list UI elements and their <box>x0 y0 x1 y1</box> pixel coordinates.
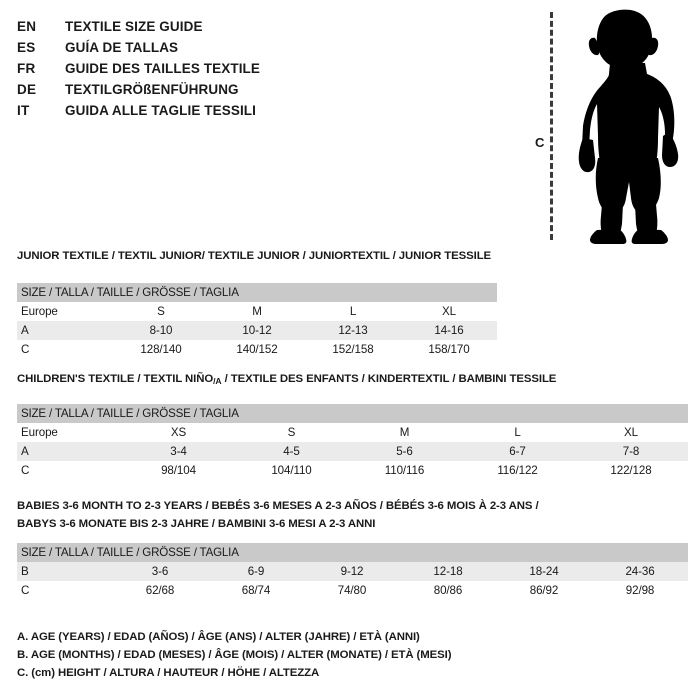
babies-section-heading-line2: BABYS 3-6 MONATE BIS 2-3 JAHRE / BAMBINI… <box>17 518 376 530</box>
babies-section-heading-line1: BABIES 3-6 MONTH TO 2-3 YEARS / BEBÉS 3-… <box>17 500 539 512</box>
language-title: GUIDE DES TAILLES TEXTILE <box>65 61 261 76</box>
table-row: Europe XS S M L XL <box>17 423 689 442</box>
table-cell: 3-4 <box>122 442 235 461</box>
table-cell: S <box>113 302 209 321</box>
row-label: C <box>17 340 113 359</box>
table-cell: 62/68 <box>112 581 208 600</box>
table-cell: 98/104 <box>122 461 235 480</box>
table-cell: 80/86 <box>400 581 496 600</box>
height-measurement-figure: C <box>505 4 700 244</box>
babies-size-bar-row: SIZE / TALLA / TAILLE / GRÖSSE / TAGLIA <box>17 543 689 562</box>
language-row-it: IT GUIDA ALLE TAGLIE TESSILI <box>17 103 357 124</box>
legend-row-b: B. AGE (MONTHS) / EDAD (MESES) / ÂGE (MO… <box>17 649 452 661</box>
babies-size-table: SIZE / TALLA / TAILLE / GRÖSSE / TAGLIA … <box>17 543 689 600</box>
table-cell: 158/170 <box>401 340 498 359</box>
height-dashed-line-icon <box>550 12 553 240</box>
children-size-table: SIZE / TALLA / TAILLE / GRÖSSE / TAGLIA … <box>17 404 689 480</box>
table-cell: 4-5 <box>235 442 348 461</box>
table-cell: 7-8 <box>574 442 689 461</box>
junior-size-bar-label: SIZE / TALLA / TAILLE / GRÖSSE / TAGLIA <box>17 283 498 302</box>
language-code: ES <box>17 40 36 55</box>
table-row: C 128/140 140/152 152/158 158/170 <box>17 340 498 359</box>
table-cell: L <box>305 302 401 321</box>
table-cell: 6-9 <box>208 562 304 581</box>
babies-size-bar-label: SIZE / TALLA / TAILLE / GRÖSSE / TAGLIA <box>17 543 689 562</box>
table-cell: 152/158 <box>305 340 401 359</box>
children-heading-part1: CHILDREN'S TEXTILE / TEXTIL NIÑO <box>17 373 214 385</box>
language-code: EN <box>17 19 37 34</box>
language-row-de: DE TEXTILGRÖßENFÜHRUNG <box>17 82 357 103</box>
table-row: A 3-4 4-5 5-6 6-7 7-8 <box>17 442 689 461</box>
table-cell: 110/116 <box>348 461 461 480</box>
children-section-heading: CHILDREN'S TEXTILE / TEXTIL NIÑO/A / TEX… <box>17 373 557 386</box>
table-cell: 128/140 <box>113 340 209 359</box>
children-heading-part2: / TEXTILE DES ENFANTS / KINDERTEXTIL / B… <box>221 373 557 385</box>
table-cell: 92/98 <box>592 581 689 600</box>
junior-size-bar-row: SIZE / TALLA / TAILLE / GRÖSSE / TAGLIA <box>17 283 498 302</box>
table-cell: 18-24 <box>496 562 592 581</box>
row-label: A <box>17 321 113 340</box>
row-label: C <box>17 581 112 600</box>
table-row: C 98/104 104/110 110/116 116/122 122/128 <box>17 461 689 480</box>
table-cell: 6-7 <box>461 442 574 461</box>
table-cell: 9-12 <box>304 562 400 581</box>
table-cell: 86/92 <box>496 581 592 600</box>
table-cell: 10-12 <box>209 321 305 340</box>
junior-section-heading: JUNIOR TEXTILE / TEXTIL JUNIOR/ TEXTILE … <box>17 250 492 262</box>
language-row-en: EN TEXTILE SIZE GUIDE <box>17 19 357 40</box>
table-cell: S <box>235 423 348 442</box>
table-row: C 62/68 68/74 74/80 80/86 86/92 92/98 <box>17 581 689 600</box>
table-cell: XL <box>401 302 498 321</box>
table-cell: 3-6 <box>112 562 208 581</box>
children-heading-subscript: /A <box>213 375 222 386</box>
language-title: GUIDA ALLE TAGLIE TESSILI <box>65 103 256 118</box>
junior-size-table: SIZE / TALLA / TAILLE / GRÖSSE / TAGLIA … <box>17 283 498 359</box>
table-cell: 14-16 <box>401 321 498 340</box>
table-cell: 12-18 <box>400 562 496 581</box>
language-code: FR <box>17 61 36 76</box>
language-row-es: ES GUÍA DE TALLAS <box>17 40 357 61</box>
table-row: Europe S M L XL <box>17 302 498 321</box>
language-code: DE <box>17 82 37 97</box>
table-cell: 8-10 <box>113 321 209 340</box>
table-cell: XS <box>122 423 235 442</box>
table-cell: 12-13 <box>305 321 401 340</box>
row-label: Europe <box>17 302 113 321</box>
table-cell: 140/152 <box>209 340 305 359</box>
row-label: A <box>17 442 122 461</box>
language-code: IT <box>17 103 30 118</box>
table-cell: 122/128 <box>574 461 689 480</box>
language-title: TEXTILGRÖßENFÜHRUNG <box>65 82 239 97</box>
children-size-bar-row: SIZE / TALLA / TAILLE / GRÖSSE / TAGLIA <box>17 404 689 423</box>
legend-row-a: A. AGE (YEARS) / EDAD (AÑOS) / ÂGE (ANS)… <box>17 631 420 643</box>
table-cell: XL <box>574 423 689 442</box>
legend-row-c: C. (cm) HEIGHT / ALTURA / HAUTEUR / HÖHE… <box>17 667 320 679</box>
measurement-legend: A. AGE (YEARS) / EDAD (AÑOS) / ÂGE (ANS)… <box>17 628 451 682</box>
table-row: A 8-10 10-12 12-13 14-16 <box>17 321 498 340</box>
table-cell: 68/74 <box>208 581 304 600</box>
table-cell: L <box>461 423 574 442</box>
language-title-block: EN TEXTILE SIZE GUIDE ES GUÍA DE TALLAS … <box>17 19 357 124</box>
table-cell: 116/122 <box>461 461 574 480</box>
language-title: GUÍA DE TALLAS <box>65 40 179 55</box>
table-cell: 74/80 <box>304 581 400 600</box>
toddler-silhouette-icon <box>578 9 679 244</box>
table-cell: M <box>209 302 305 321</box>
row-label: C <box>17 461 122 480</box>
language-row-fr: FR GUIDE DES TAILLES TEXTILE <box>17 61 357 82</box>
table-row: B 3-6 6-9 9-12 12-18 18-24 24-36 <box>17 562 689 581</box>
children-size-bar-label: SIZE / TALLA / TAILLE / GRÖSSE / TAGLIA <box>17 404 689 423</box>
table-cell: 104/110 <box>235 461 348 480</box>
table-cell: M <box>348 423 461 442</box>
language-title: TEXTILE SIZE GUIDE <box>65 19 203 34</box>
table-cell: 24-36 <box>592 562 689 581</box>
table-cell: 5-6 <box>348 442 461 461</box>
row-label: B <box>17 562 112 581</box>
measure-label-c: C <box>535 135 545 150</box>
row-label: Europe <box>17 423 122 442</box>
